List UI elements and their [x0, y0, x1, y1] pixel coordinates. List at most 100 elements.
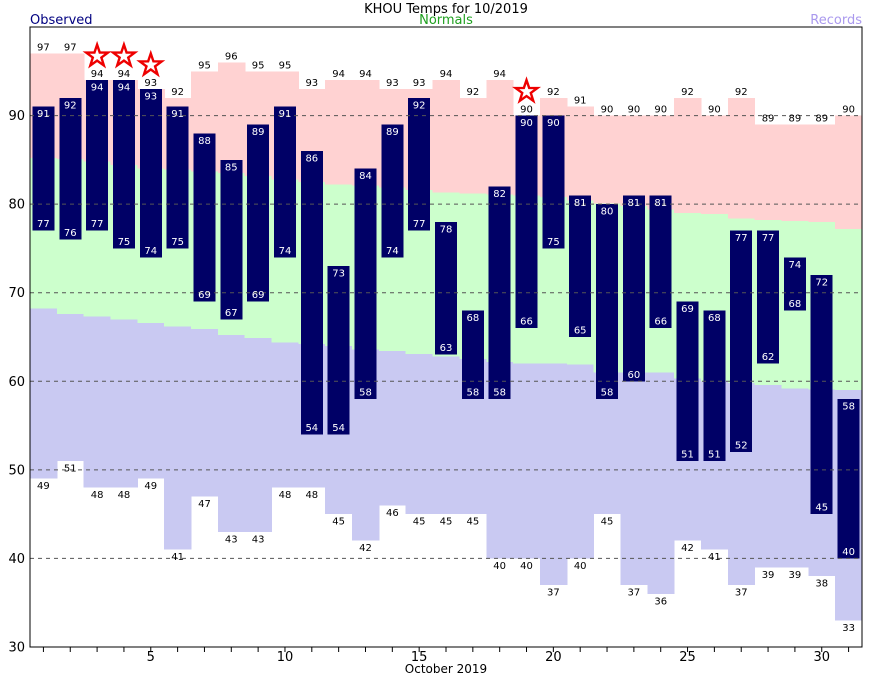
record-low-band-day4: [110, 319, 138, 488]
record-low-label-day1: 49: [37, 481, 50, 492]
observed-high-label-day24: 81: [654, 198, 667, 209]
record-low-band-day24: [647, 372, 675, 594]
x-tick-label-25: 25: [679, 650, 696, 665]
record-high-label-day22: 90: [601, 105, 614, 116]
record-high-band-day8: [217, 62, 246, 174]
record-high-label-day20: 92: [547, 87, 560, 98]
record-high-label-day6: 92: [171, 87, 184, 98]
observed-bar-day20: [542, 115, 565, 249]
y-tick-label-60: 60: [8, 375, 25, 390]
observed-low-label-day4: 75: [118, 237, 131, 248]
observed-high-label-day29: 74: [789, 260, 802, 271]
record-high-band-day13: [352, 80, 380, 186]
observed-low-label-day20: 75: [547, 237, 560, 248]
record-low-label-day8: 43: [225, 534, 238, 545]
record-low-band-day1: [30, 308, 58, 479]
observed-high-label-day20: 90: [547, 118, 560, 129]
record-high-label-day3: 94: [91, 69, 104, 80]
record-low-band-day29: [781, 388, 809, 568]
observed-low-label-day26: 51: [708, 450, 721, 461]
observed-high-label-day19: 90: [520, 118, 533, 129]
observed-high-label-day25: 69: [681, 304, 694, 315]
observed-low-label-day16: 63: [440, 343, 453, 354]
record-high-band-day12: [325, 80, 353, 185]
observed-low-label-day15: 77: [413, 219, 426, 230]
x-tick-label-30: 30: [813, 650, 830, 665]
record-star-day19: [512, 76, 542, 104]
observed-high-label-day27: 77: [735, 233, 748, 244]
record-low-label-day3: 48: [91, 490, 104, 501]
record-high-label-day8: 96: [225, 51, 238, 62]
observed-low-label-day18: 58: [493, 388, 506, 399]
record-low-band-day9: [244, 337, 273, 532]
observed-high-label-day14: 89: [386, 127, 399, 138]
observed-low-label-day28: 62: [762, 352, 775, 363]
observed-bar-day5: [139, 89, 162, 258]
record-high-label-day26: 90: [708, 105, 721, 116]
record-high-band-day18: [486, 80, 514, 195]
record-high-label-day23: 90: [628, 105, 641, 116]
record-low-band-day28: [754, 384, 783, 568]
record-high-band-day26: [700, 115, 729, 214]
legend-normals-label: Normals: [419, 13, 473, 28]
observed-low-label-day13: 58: [359, 388, 372, 399]
observed-bar-day13: [354, 168, 377, 399]
y-tick-label-90: 90: [8, 109, 25, 124]
record-low-label-day30: 38: [815, 579, 828, 590]
record-high-label-day31: 90: [842, 105, 855, 116]
record-high-label-day15: 93: [413, 78, 426, 89]
record-high-band-day28: [754, 124, 783, 221]
observed-high-label-day11: 86: [305, 154, 318, 165]
observed-low-label-day24: 66: [654, 317, 667, 328]
record-low-label-day23: 37: [628, 588, 641, 599]
record-low-label-day4: 48: [118, 490, 131, 501]
observed-low-label-day3: 77: [91, 219, 104, 230]
record-low-label-day10: 48: [279, 490, 292, 501]
x-axis-ticks: 5 10 15 20 25 30: [42, 647, 850, 665]
record-high-label-day14: 93: [386, 78, 399, 89]
observed-bar-day31: [837, 399, 860, 559]
x-tick-label-20: 20: [545, 650, 562, 665]
record-high-label-day21: 91: [574, 96, 587, 107]
record-high-label-day1: 97: [37, 43, 50, 54]
record-low-band-day19: [513, 363, 541, 559]
record-low-label-day5: 49: [144, 481, 157, 492]
record-high-label-day12: 94: [332, 69, 345, 80]
observed-bar-day17: [461, 310, 484, 399]
observed-low-label-day6: 75: [171, 237, 184, 248]
observed-high-label-day21: 81: [574, 198, 587, 209]
record-low-band-day14: [378, 351, 407, 506]
observed-high-label-day15: 92: [413, 100, 426, 111]
observed-bar-day6: [166, 106, 189, 249]
observed-low-label-day2: 76: [64, 228, 77, 239]
observed-bar-day23: [622, 195, 645, 382]
observed-low-label-day11: 54: [305, 423, 318, 434]
legend-records-label: Records: [810, 13, 862, 28]
observed-high-label-day26: 68: [708, 313, 721, 324]
observed-bar-day27: [730, 230, 753, 453]
observed-low-label-day27: 52: [735, 441, 748, 452]
x-tick-label-5: 5: [147, 650, 155, 665]
record-low-label-day15: 45: [413, 517, 426, 528]
observed-high-label-day2: 92: [64, 100, 77, 111]
legend-observed-label: Observed: [30, 13, 93, 28]
observed-bar-day3: [86, 80, 109, 231]
record-high-label-day17: 92: [466, 87, 479, 98]
observed-high-label-day17: 68: [466, 313, 479, 324]
observed-low-label-day14: 74: [386, 246, 399, 257]
record-high-band-day22: [593, 115, 622, 204]
record-high-label-day5: 93: [144, 78, 157, 89]
observed-high-label-day8: 85: [225, 162, 238, 173]
observed-low-label-day9: 69: [252, 290, 265, 301]
record-low-band-day8: [217, 335, 246, 532]
y-tick-label-30: 30: [8, 641, 25, 656]
record-low-label-day27: 37: [735, 588, 748, 599]
observed-high-label-day12: 73: [332, 269, 345, 280]
record-low-label-day26: 41: [708, 552, 721, 563]
observed-bars: [32, 80, 860, 559]
observed-bar-day7: [193, 133, 216, 302]
observed-high-label-day13: 84: [359, 171, 372, 182]
record-high-label-day13: 94: [359, 69, 372, 80]
